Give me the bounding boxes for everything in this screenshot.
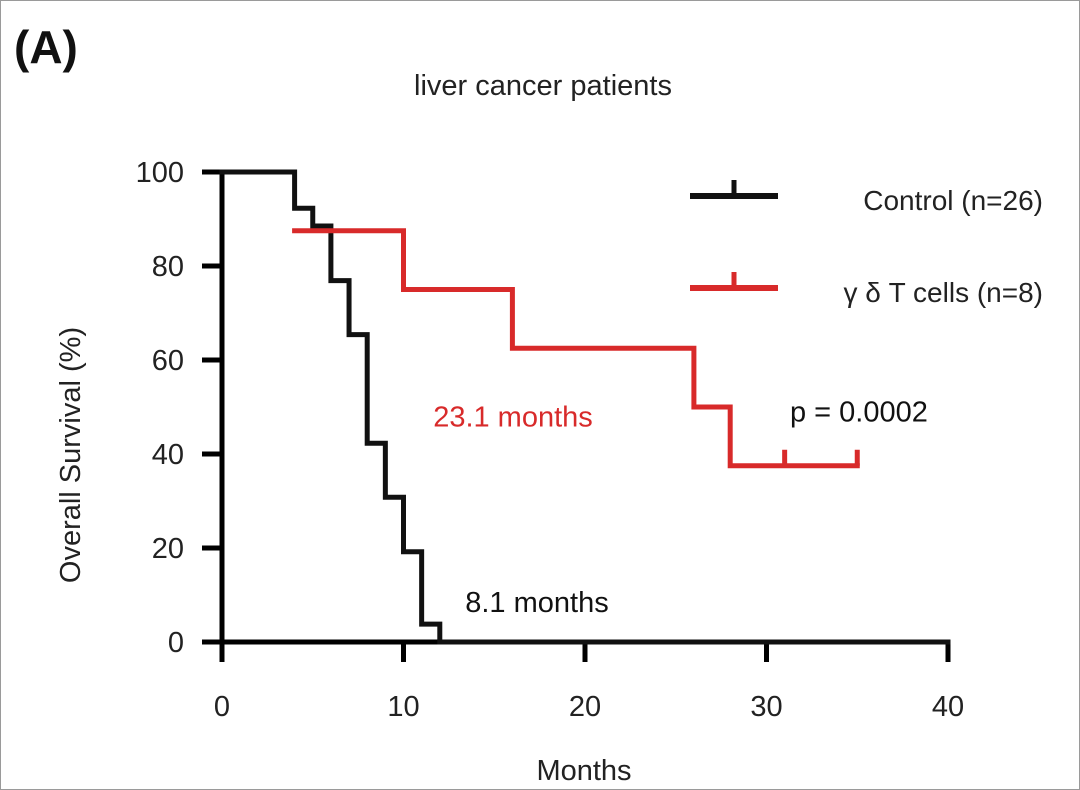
series-layer bbox=[219, 169, 951, 645]
y-tick-label: 40 bbox=[152, 439, 184, 471]
legend: Control (n=26) γ δ T cells (n=8) bbox=[690, 180, 1043, 308]
y-axis-label: Overall Survival (%) bbox=[55, 327, 87, 583]
x-tick-label: 20 bbox=[569, 691, 601, 723]
y-tick-label: 20 bbox=[152, 533, 184, 565]
annotation-label: 23.1 months bbox=[433, 401, 593, 433]
series-line-gamma-delta-t-cells bbox=[292, 228, 860, 469]
chart-title: liver cancer patients bbox=[414, 70, 672, 102]
series-line-control bbox=[219, 169, 951, 645]
axes: 0 10 20 30 40 0 20 40 60 80 100 bbox=[136, 157, 965, 723]
y-tick-label: 60 bbox=[152, 345, 184, 377]
panel-label: (A) bbox=[14, 21, 78, 73]
legend-label: Control (n=26) bbox=[863, 185, 1043, 216]
x-tick-label: 0 bbox=[214, 691, 230, 723]
x-axis-label: Months bbox=[536, 755, 631, 787]
legend-label: γ δ T cells (n=8) bbox=[844, 277, 1043, 308]
x-tick-label: 10 bbox=[387, 691, 419, 723]
x-tick-label: 40 bbox=[932, 691, 964, 723]
x-tick-label: 30 bbox=[750, 691, 782, 723]
annotation-label: 8.1 months bbox=[465, 587, 608, 619]
annotations: 23.1 months 8.1 months p = 0.0002 bbox=[433, 397, 928, 619]
y-tick-label: 0 bbox=[168, 627, 184, 659]
y-tick-label: 100 bbox=[136, 157, 184, 189]
annotation-label: p = 0.0002 bbox=[790, 397, 928, 429]
y-tick-label: 80 bbox=[152, 251, 184, 283]
